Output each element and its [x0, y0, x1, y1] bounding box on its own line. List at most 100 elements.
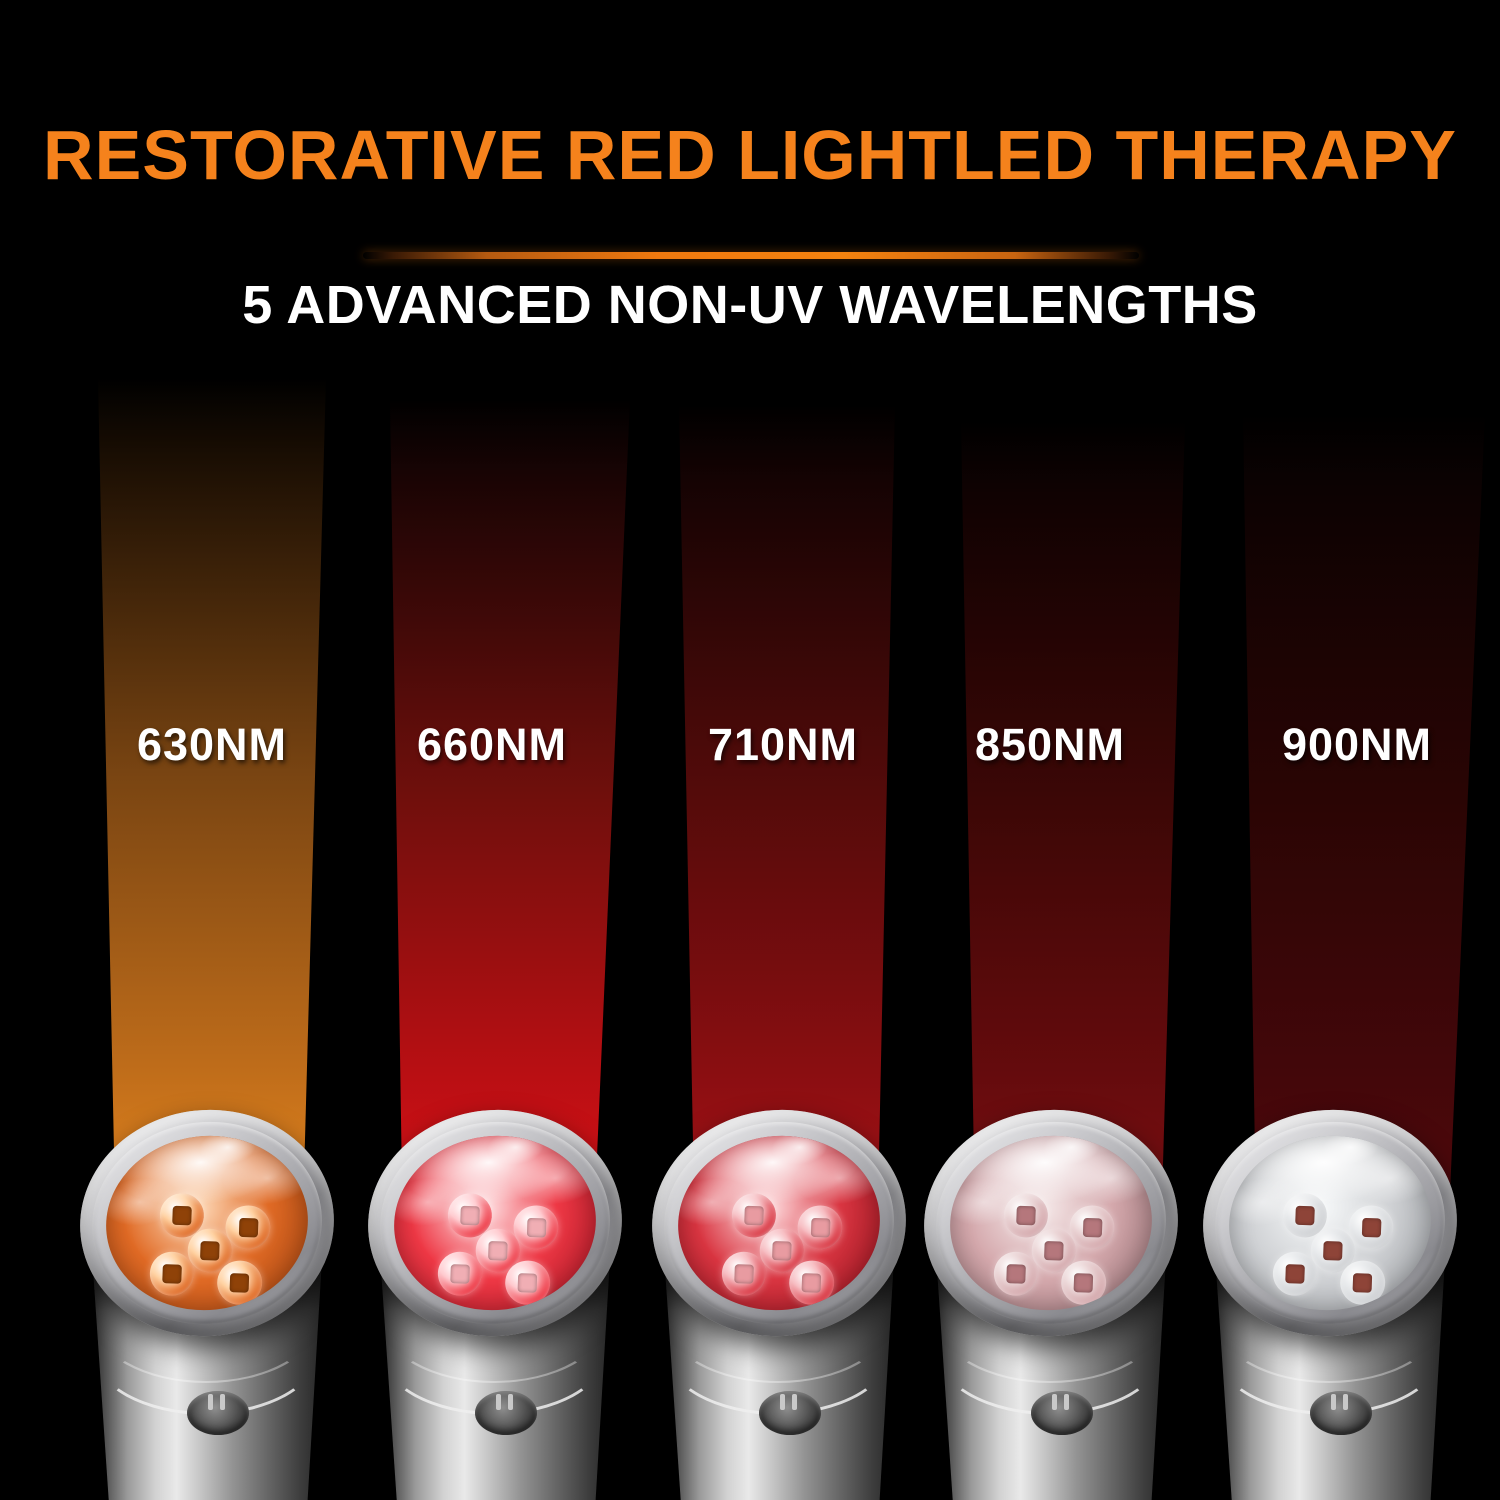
led-emitter [1006, 1264, 1026, 1284]
led-lens [729, 1190, 779, 1240]
lens-glass [1220, 1125, 1440, 1321]
led-lens [719, 1249, 769, 1299]
led-emitter [810, 1217, 830, 1238]
led-emitter [450, 1264, 470, 1284]
led-lens [503, 1258, 553, 1307]
light-beam [1243, 414, 1485, 1248]
flashlight [356, 1097, 634, 1500]
led-lens [1067, 1202, 1117, 1252]
bezel-ring [654, 1110, 904, 1336]
flashlight-head [356, 1097, 634, 1349]
led-lens [435, 1249, 485, 1299]
power-button [475, 1391, 537, 1435]
led-emitter [734, 1264, 754, 1284]
light-beam [98, 378, 326, 1248]
led-emitter [1323, 1241, 1343, 1261]
led-emitter [1361, 1217, 1381, 1238]
led-lens [215, 1258, 265, 1307]
flashlight-barrel [662, 1225, 896, 1500]
led-emitter [230, 1272, 250, 1293]
led-emitter [1082, 1217, 1102, 1238]
flashlight-barrel [90, 1225, 324, 1500]
led-lens [1280, 1190, 1330, 1240]
led-lens [1308, 1226, 1358, 1276]
led-lens [223, 1202, 273, 1252]
flashlight [640, 1097, 918, 1500]
bezel-ring [370, 1110, 620, 1336]
led-lens [1059, 1258, 1109, 1307]
power-button [1031, 1391, 1093, 1435]
glass-reflection [97, 1125, 317, 1321]
led-lens [757, 1226, 807, 1276]
power-button [1310, 1391, 1372, 1435]
led-lens [795, 1202, 845, 1252]
page-title: RESTORATIVE RED LIGHTLED THERAPY [43, 116, 1457, 194]
led-lens [473, 1226, 523, 1276]
led-emitter [802, 1272, 822, 1293]
light-beam [679, 405, 895, 1248]
led-emitter [460, 1205, 480, 1225]
flashlight-barrel [378, 1225, 612, 1500]
barrel-seam [92, 1285, 320, 1415]
wavelength-label: 710NM [707, 719, 859, 770]
led-lens [1029, 1226, 1079, 1276]
wavelength-label: 900NM [1281, 719, 1433, 770]
led-emitter [526, 1217, 546, 1238]
flashlight-barrel [934, 1225, 1168, 1500]
lens-glass [385, 1125, 605, 1321]
flashlight-head [68, 1097, 346, 1349]
led-emitter [744, 1205, 764, 1225]
lens-glass [669, 1125, 889, 1321]
lens-glass [97, 1125, 317, 1321]
light-beam [961, 421, 1185, 1248]
barrel-seam [1215, 1285, 1443, 1415]
led-emitter [488, 1241, 508, 1261]
barrel-seam [380, 1285, 608, 1415]
led-emitter [1016, 1205, 1036, 1225]
glass-reflection [669, 1125, 889, 1321]
led-lens [157, 1190, 207, 1240]
led-lens [185, 1226, 235, 1276]
barrel-seam [380, 1253, 608, 1383]
flashlight-head [912, 1097, 1190, 1349]
led-emitter [1295, 1205, 1315, 1225]
barrel-seam [1215, 1253, 1443, 1383]
power-button [759, 1391, 821, 1435]
flashlight-barrel [1213, 1225, 1447, 1500]
wavelength-label: 850NM [974, 719, 1126, 770]
glass-reflection [941, 1125, 1161, 1321]
wavelength-label: 660NM [416, 719, 568, 770]
led-emitter [1285, 1264, 1305, 1284]
bezel-ring [1205, 1110, 1455, 1336]
led-emitter [1353, 1272, 1373, 1293]
led-lens [1346, 1202, 1396, 1252]
glass-reflection [1220, 1125, 1440, 1321]
glass-reflection [385, 1125, 605, 1321]
led-emitter [772, 1241, 792, 1261]
flashlight-head [640, 1097, 918, 1349]
led-lens [1001, 1190, 1051, 1240]
led-lens [1338, 1258, 1388, 1307]
led-emitter [518, 1272, 538, 1293]
led-emitter [172, 1205, 192, 1225]
led-lens [147, 1249, 197, 1299]
flashlight [912, 1097, 1190, 1500]
barrel-seam [664, 1285, 892, 1415]
barrel-seam [664, 1253, 892, 1383]
led-lens [787, 1258, 837, 1307]
led-lens [1270, 1249, 1320, 1299]
power-button [187, 1391, 249, 1435]
led-lens [991, 1249, 1041, 1299]
led-emitter [200, 1241, 220, 1261]
flashlight-head [1191, 1097, 1469, 1349]
led-emitter [1044, 1241, 1064, 1261]
led-emitter [1074, 1272, 1094, 1293]
flashlight [1191, 1097, 1469, 1500]
